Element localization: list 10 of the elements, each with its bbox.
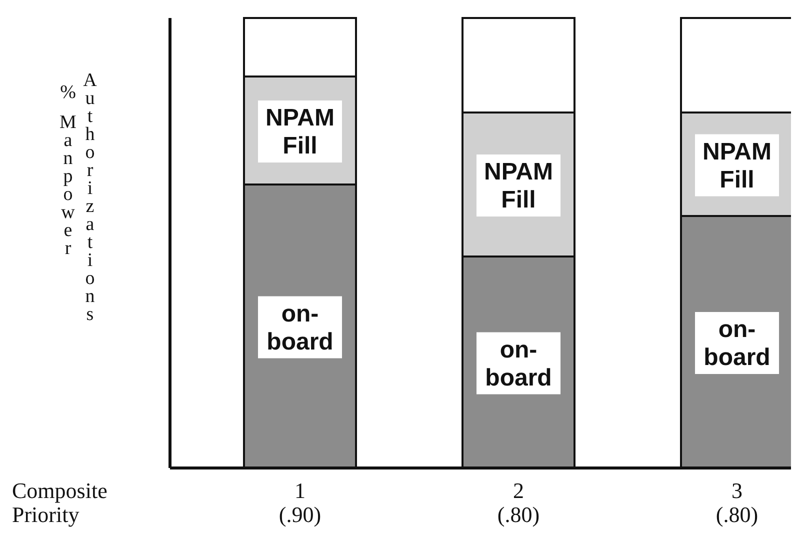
x-tick-label: 1 (.90): [278, 478, 322, 527]
series-label: on-board: [485, 336, 552, 392]
text: NPAM Fill: [702, 138, 772, 194]
series-label: NPAM Fill: [484, 158, 553, 214]
x-tick-label: 3 (.80): [716, 478, 758, 527]
text: NPAM Fill: [266, 104, 334, 160]
x-tick-label: 2 (.80): [497, 478, 540, 527]
x-axis-title: Composite Priority: [12, 478, 108, 527]
text: on-board: [266, 300, 334, 356]
text: on-board: [704, 316, 770, 371]
